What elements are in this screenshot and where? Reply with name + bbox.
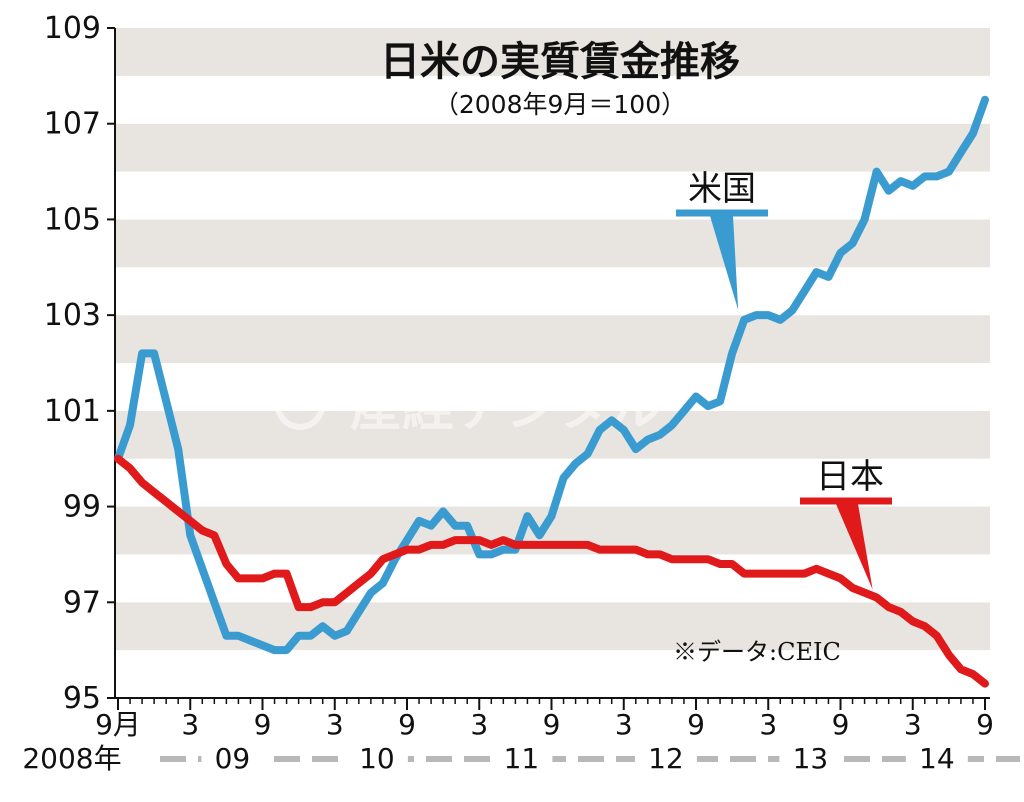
watermark: 産經デジタル (275, 378, 661, 438)
band-white (115, 267, 990, 316)
band-shaded (115, 28, 990, 76)
year-label-bg (12, 740, 132, 776)
x-axis: 9月 3 9 3 9 3 9 3 9 3 9 3 9 2008年 09 10 11 12 13 14 (12, 697, 1020, 776)
year-label-bg (905, 740, 968, 776)
y-tick-label: 97 (63, 585, 101, 620)
series-line (114, 454, 989, 688)
x-tick-label: 9 (832, 708, 850, 741)
source-note: ※データ:CEIC (673, 638, 841, 666)
x-tick-label: 9 (543, 708, 561, 741)
year-label-bg (201, 740, 264, 776)
year-label-bg (345, 740, 408, 776)
x-tick-label: 3 (615, 708, 633, 741)
year-label-bg (779, 740, 842, 776)
y-tick-label: 103 (44, 298, 101, 333)
watermark-text: 産經デジタル (350, 378, 661, 438)
chart-title: 日米の実質賃金推移 (380, 39, 740, 85)
series-line (114, 95, 989, 655)
x-tick-label: 9 (687, 708, 705, 741)
year-label: 12 (648, 742, 684, 775)
series-leader (836, 504, 873, 590)
year-label: 14 (919, 742, 955, 775)
y-tick-label: 109 (44, 11, 101, 46)
y-tick-label: 95 (63, 681, 101, 716)
band-shaded (115, 123, 990, 172)
band-shaded (115, 315, 990, 363)
y-axis-ticks: 109 107 105 103 101 99 97 95 (44, 11, 116, 716)
x-tick-label: 3 (904, 708, 922, 741)
y-tick-label: 99 (63, 490, 101, 525)
series-leader (710, 216, 739, 310)
series-label: 日本 (816, 457, 884, 497)
band-white (115, 171, 990, 220)
series-label: 米国 (688, 169, 756, 209)
x-tick-label: 3 (181, 708, 199, 741)
watermark-logo-icon (275, 380, 325, 430)
background-bands (115, 28, 990, 698)
y-tick-label: 105 (44, 202, 101, 237)
band-white (115, 650, 990, 698)
y-tick-label: 107 (44, 107, 101, 142)
year-label-bg (490, 740, 553, 776)
x-tick-label: 9月 (95, 708, 141, 741)
chart-subtitle: （2008年9月＝100） (434, 90, 686, 119)
band-white (115, 363, 990, 411)
year-label: 09 (215, 742, 251, 775)
year-label-bg (634, 740, 697, 776)
x-tick-label: 3 (470, 708, 488, 741)
x-tick-label: 3 (759, 708, 777, 741)
y-tick-label: 101 (44, 394, 101, 429)
year-label: 13 (793, 742, 829, 775)
year-label: 11 (504, 742, 540, 775)
x-tick-label: 9 (976, 708, 994, 741)
x-tick-label: 3 (326, 708, 344, 741)
year-label: 2008年 (22, 742, 121, 775)
year-label: 10 (359, 742, 395, 775)
series-lines (114, 95, 989, 688)
x-tick-label: 9 (254, 708, 272, 741)
band-shaded (115, 219, 990, 268)
band-shaded (115, 410, 990, 459)
band-white (115, 75, 990, 124)
x-tick-label: 9 (398, 708, 416, 741)
